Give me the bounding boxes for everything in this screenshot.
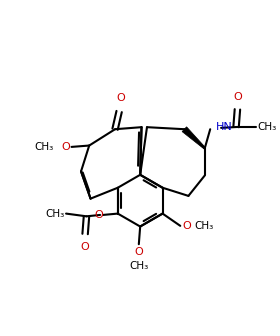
Text: HN: HN: [216, 122, 232, 132]
Text: O: O: [183, 221, 191, 231]
Text: CH₃: CH₃: [129, 261, 148, 271]
Text: CH₃: CH₃: [194, 221, 214, 231]
Text: CH₃: CH₃: [45, 209, 65, 219]
Text: O: O: [81, 242, 90, 252]
Text: O: O: [233, 92, 242, 102]
Text: CH₃: CH₃: [258, 122, 277, 132]
Text: O: O: [94, 210, 103, 220]
Text: O: O: [61, 142, 70, 152]
Text: CH₃: CH₃: [34, 142, 54, 152]
Polygon shape: [182, 127, 206, 149]
Text: O: O: [116, 93, 125, 103]
Text: O: O: [134, 247, 143, 257]
